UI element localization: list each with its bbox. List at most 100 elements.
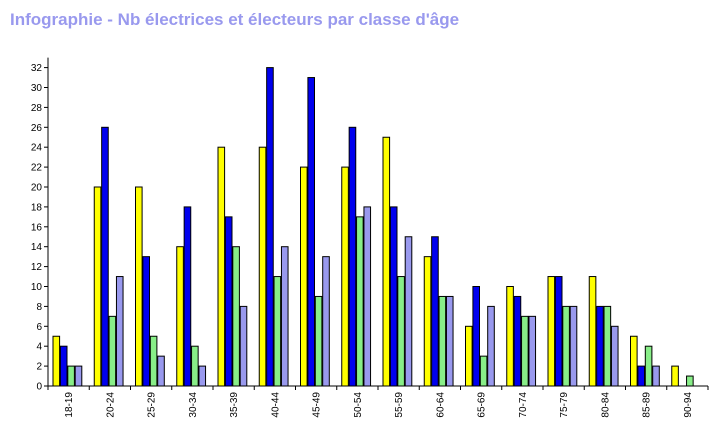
bar-18-19-s3 [67,365,75,387]
y-tick-label: 24 [31,143,43,154]
bar-45-49-s1 [300,166,308,387]
x-tick-label: 80-84 [600,392,611,418]
x-axis: 18-19 20-24 25-29 30-34 35-39 40-44 45-49 50-54… [47,385,709,418]
bar-80-84-s4 [610,325,619,387]
bar-65-69-s4 [487,305,495,387]
bar-35-39-s3 [232,246,240,387]
bar-20-24-s3 [108,315,117,387]
bar-85-89-s2 [637,365,646,387]
y-tick-label: 4 [36,342,42,353]
y-tick-label: 14 [31,242,43,253]
y-tick-label: 6 [36,322,42,333]
bar-45-49-s3 [314,295,323,387]
x-tick-label: 75-79 [559,392,570,418]
y-tick-label: 16 [31,222,43,233]
y-tick-label: 20 [31,183,43,194]
y-tick-label: 0 [36,382,42,393]
bar-50-54-s1 [341,166,349,387]
chart-title: Infographie - Nb électrices et électeurs… [10,10,460,29]
bar-25-29-s1 [135,186,143,387]
x-tick-label: 35-39 [229,392,240,418]
x-tick-label: 30-34 [188,392,199,418]
bar-75-79-s2 [554,276,563,387]
x-tick-label: 70-74 [518,392,529,418]
bar-80-84-s3 [603,305,612,387]
y-tick-label: 10 [31,282,43,293]
bar-20-24-s2 [101,126,109,387]
bar-45-49-s4 [322,256,330,387]
x-tick-label: 90-94 [683,392,694,418]
bar-70-74-s1 [506,286,514,387]
x-tick-label: 85-89 [642,392,653,418]
y-tick-label: 2 [36,362,42,373]
bar-20-24-s1 [93,186,102,387]
bar-18-19-s1 [52,335,61,387]
y-tick-label: 28 [31,103,43,114]
y-tick-label: 26 [31,123,43,134]
bar-55-59-s2 [389,206,398,387]
bar-20-24-s4 [115,276,124,387]
x-tick-label: 60-64 [435,392,446,418]
bar-35-39-s4 [239,305,248,387]
x-tick-label: 18-19 [64,392,75,418]
bar-40-44-s4 [280,246,289,387]
bar-40-44-s2 [266,67,274,387]
bar-80-84-s1 [588,276,597,387]
bar-25-29-s4 [157,355,165,387]
bar-18-19-s2 [59,345,68,387]
y-tick-label: 8 [36,302,42,313]
y-tick-label: 30 [31,83,43,94]
bar-30-34-s2 [183,206,192,387]
x-tick-label: 50-54 [353,392,364,418]
bar-55-59-s4 [404,236,413,387]
bar-70-74-s2 [513,295,522,387]
bar-55-59-s3 [397,276,405,387]
bar-18-19-s4 [74,365,83,387]
x-tick-label: 45-49 [312,392,323,418]
y-tick-label: 32 [31,63,43,74]
bar-30-34-s4 [198,365,207,387]
bar-30-34-s1 [176,246,184,387]
bar-80-84-s2 [596,305,604,387]
y-tick-label: 22 [31,163,43,174]
bar-85-89-s3 [644,345,653,387]
bar-40-44-s3 [273,276,282,387]
x-tick-label: 55-59 [394,392,405,418]
x-tick-label: 20-24 [105,392,116,418]
bar-85-89-s4 [652,365,660,387]
bar-25-29-s2 [142,256,150,387]
bar-60-64-s3 [438,295,447,387]
bar-55-59-s1 [382,136,391,387]
bar-65-69-s2 [472,286,480,387]
bar-35-39-s2 [224,216,233,387]
bar-90-94-s3 [686,375,694,387]
bar-65-69-s1 [465,325,473,387]
bar-30-34-s3 [191,345,199,387]
bar-25-29-s3 [149,335,158,387]
bar-50-54-s4 [363,206,372,387]
bar-70-74-s3 [521,315,529,387]
bar-45-49-s2 [307,77,315,387]
bar-60-64-s1 [423,256,432,387]
bar-75-79-s4 [569,305,578,387]
bars [52,67,694,387]
bar-60-64-s2 [431,236,439,387]
bar-90-94-s1 [671,365,679,387]
bar-50-54-s3 [356,216,364,387]
bar-40-44-s1 [258,146,267,387]
bar-75-79-s1 [547,276,556,387]
y-tick-label: 12 [31,262,43,273]
x-tick-label: 65-69 [477,392,488,418]
bar-85-89-s1 [630,335,638,387]
x-tick-label: 25-29 [147,392,158,418]
x-tick-label: 40-44 [270,392,281,418]
bar-60-64-s4 [445,295,454,387]
bar-35-39-s1 [217,146,226,387]
y-tick-label: 18 [31,202,43,213]
bar-50-54-s2 [348,126,357,387]
bar-75-79-s3 [562,305,570,387]
bar-65-69-s3 [479,355,488,387]
bar-70-74-s4 [528,315,537,387]
